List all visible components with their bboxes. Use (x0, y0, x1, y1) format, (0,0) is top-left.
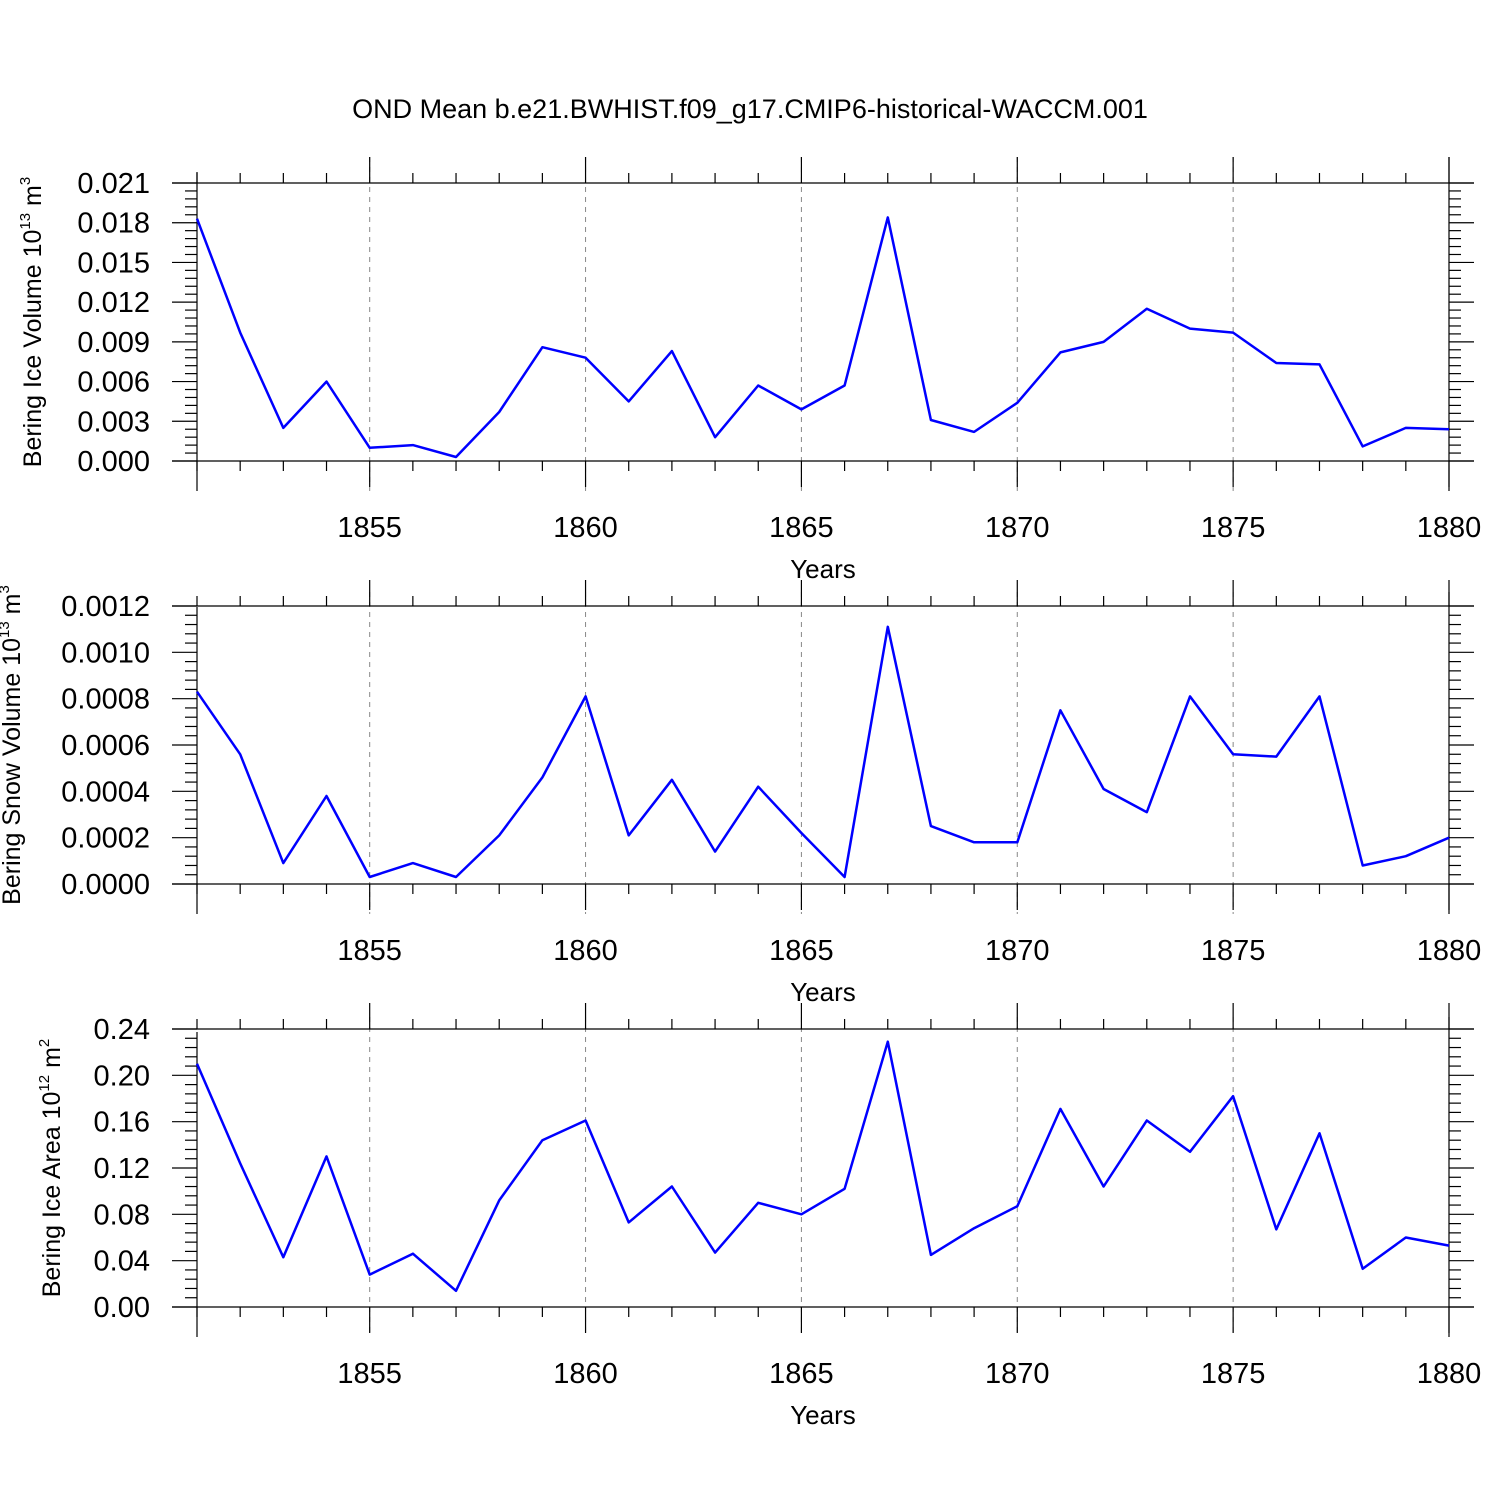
y-tick-label: 0.009 (77, 327, 150, 359)
y-tick-label: 0.0000 (61, 869, 150, 901)
x-tick-label: 1870 (985, 512, 1050, 544)
y-tick-label: 0.12 (94, 1153, 150, 1185)
x-tick-label: 1865 (769, 935, 834, 967)
y-tick-label: 0.012 (77, 287, 150, 319)
y-axis-title: Bering Ice Area 1012 m2 (36, 1039, 66, 1298)
y-tick-label: 0.0002 (61, 823, 150, 855)
x-tick-label: 1875 (1201, 935, 1266, 967)
x-tick-label: 1880 (1417, 935, 1482, 967)
x-tick-label: 1875 (1201, 1358, 1266, 1390)
y-tick-label: 0.021 (77, 168, 150, 200)
y-tick-label: 0.20 (94, 1060, 150, 1092)
series-line (195, 1040, 1450, 1293)
y-tick-label: 0.0008 (61, 684, 150, 716)
y-tick-label: 0.08 (94, 1199, 150, 1231)
x-tick-label: 1875 (1201, 512, 1266, 544)
x-tick-label: 1865 (769, 1358, 834, 1390)
chart-panel-3: 0.00 0.04 0.08 0.12 0.16 0.20 0.24 1855 1860 1865… (36, 1003, 1481, 1430)
chart-title: OND Mean b.e21.BWHIST.f09_g17.CMIP6-hist… (352, 94, 1148, 124)
x-axis-title: Years (790, 977, 856, 1007)
y-tick-label: 0.015 (77, 247, 150, 279)
x-tick-label: 1880 (1417, 1358, 1482, 1390)
y-tick-label: 0.018 (77, 208, 150, 240)
x-tick-label: 1870 (985, 935, 1050, 967)
y-tick-label: 0.0010 (61, 637, 150, 669)
y-tick-label: 0.0012 (61, 591, 150, 623)
y-tick-label: 0.003 (77, 406, 150, 438)
y-tick-label: 0.0006 (61, 730, 150, 762)
x-axis-title: Years (790, 554, 856, 584)
series-line (195, 216, 1450, 459)
x-tick-label: 1855 (337, 935, 402, 967)
y-axis-title: Bering Ice Volume 1013 m3 (17, 177, 47, 467)
x-tick-label: 1865 (769, 512, 834, 544)
series-line (195, 625, 1450, 879)
y-tick-label: 0.0004 (61, 776, 150, 808)
x-tick-label: 1855 (337, 1358, 402, 1390)
x-tick-label: 1880 (1417, 512, 1482, 544)
chart-panel-2: 0.0000 0.0002 0.0004 0.0006 0.0008 0.0010 0.00… (0, 580, 1481, 1007)
x-axis-title: Years (790, 1400, 856, 1430)
x-tick-label: 1860 (553, 1358, 618, 1390)
x-tick-label: 1870 (985, 1358, 1050, 1390)
x-tick-label: 1860 (553, 512, 618, 544)
y-tick-label: 0.24 (94, 1014, 150, 1046)
x-tick-label: 1860 (553, 935, 618, 967)
x-tick-label: 1855 (337, 512, 402, 544)
y-tick-label: 0.006 (77, 367, 150, 399)
y-tick-label: 0.000 (77, 446, 150, 478)
y-tick-label: 0.16 (94, 1107, 150, 1139)
chart-panel-1: 0.000 0.003 0.006 0.009 0.012 0.015 0.018 0.021… (17, 157, 1481, 584)
y-tick-label: 0.04 (94, 1246, 150, 1278)
y-axis-title: Bering Snow Volume 1013 m3 (0, 585, 26, 905)
y-tick-label: 0.00 (94, 1292, 150, 1324)
